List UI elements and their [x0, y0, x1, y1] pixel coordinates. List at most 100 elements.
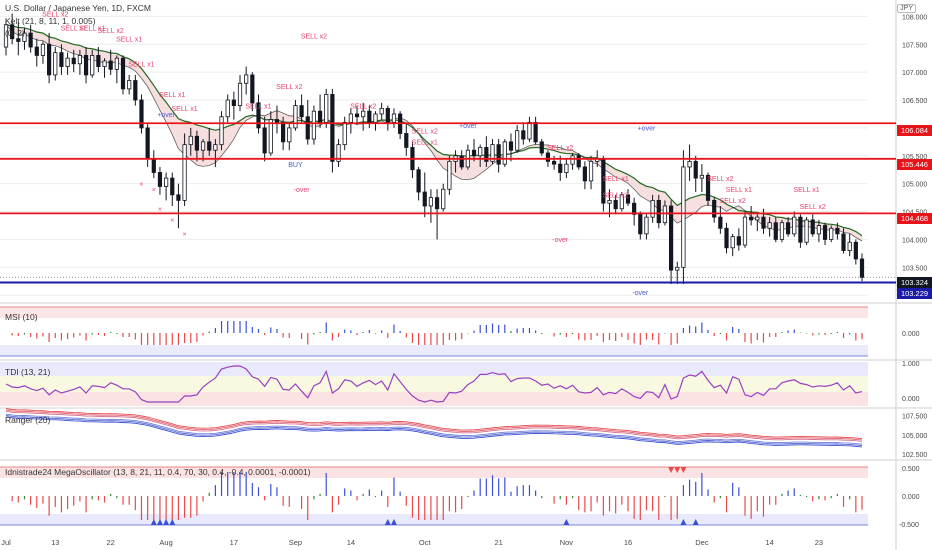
candle-body — [391, 113, 397, 123]
candle-body — [829, 227, 834, 240]
symbol-title: U.S. Dollar / Japanese Yen, 1D, FXCM — [5, 3, 151, 13]
candle-body — [767, 222, 772, 229]
candle-body — [200, 141, 206, 151]
candle-body — [157, 172, 163, 187]
x-tick-label: 17 — [230, 538, 238, 547]
candle-body — [662, 205, 668, 224]
signal-label: -over — [632, 290, 649, 297]
candle-body — [367, 110, 372, 123]
candle-body — [816, 225, 821, 235]
mega-buy-triangle-icon — [156, 519, 163, 525]
signal-label: SELL x1 — [726, 187, 752, 194]
ranger-label-105: 105.000 — [902, 433, 927, 440]
candle-body — [650, 200, 655, 218]
candle-body — [841, 233, 846, 251]
signal-label: +over — [157, 112, 175, 119]
candle-body — [558, 163, 563, 173]
candle-body — [718, 216, 723, 229]
candle-body — [268, 119, 273, 154]
mega-sell-triangle-icon — [668, 467, 675, 473]
mega-buy-triangle-icon — [384, 519, 391, 525]
candle-body — [588, 160, 594, 182]
candle-body — [59, 52, 64, 67]
candle-body — [699, 174, 704, 179]
sell-cross-icon: × — [139, 181, 143, 188]
msi-title: MSI (10) — [5, 312, 38, 322]
mega-label-down: -0.500 — [899, 522, 919, 529]
candle-body — [16, 38, 21, 42]
sell-cross-icon: × — [170, 218, 174, 225]
candle-body — [151, 158, 156, 173]
candle-body — [71, 57, 76, 65]
x-tick-label: Sep — [289, 538, 302, 547]
x-tick-label: 23 — [815, 538, 823, 547]
candle-body — [582, 166, 587, 182]
candle-body — [225, 99, 230, 118]
sell-cross-icon: × — [158, 207, 162, 214]
ranger-line — [5, 410, 863, 442]
candle-body — [416, 169, 421, 193]
candle-body — [336, 144, 341, 162]
candle-body — [299, 105, 304, 118]
candle-body — [176, 194, 181, 201]
candle-body — [835, 227, 840, 235]
x-tick-label: 16 — [624, 538, 632, 547]
x-tick-label: 22 — [107, 538, 115, 547]
currency-badge[interactable]: JPY — [897, 4, 916, 13]
candle-body — [705, 174, 711, 201]
x-tick-label: 13 — [51, 538, 59, 547]
candle-body — [182, 144, 187, 201]
candle-body — [761, 216, 766, 229]
signal-label: SELL x2 — [42, 11, 68, 18]
mega-upper-band — [0, 467, 868, 478]
candle-body — [219, 116, 224, 146]
candle-body — [281, 121, 286, 143]
candle-body — [28, 32, 33, 48]
x-tick-label: 14 — [347, 538, 355, 547]
x-tick-label: 14 — [765, 538, 773, 547]
signal-label: SELL x1 — [603, 176, 629, 183]
candle-body — [755, 216, 760, 221]
signal-label: -over — [294, 187, 311, 194]
y-axis: 108.000107.500107.000106.500106.000105.5… — [902, 14, 927, 272]
tdi-lower-zone — [0, 392, 868, 406]
ranger-line — [5, 413, 863, 445]
mega-buy-triangle-icon — [169, 519, 176, 525]
mega-label-up: 0.500 — [902, 466, 920, 473]
msi-lower-band — [0, 345, 868, 356]
signal-label: BUY — [288, 162, 303, 169]
candle-body — [262, 127, 267, 154]
candle-body — [619, 194, 624, 210]
ranger-line — [5, 416, 863, 448]
candle-body — [613, 200, 618, 210]
msi-upper-band — [0, 307, 868, 318]
signal-label: SELL x1 — [412, 140, 438, 147]
candle-body — [551, 160, 557, 165]
signal-label: SELL x2 — [276, 84, 302, 91]
candle-body — [256, 102, 261, 129]
candle-body — [145, 127, 150, 159]
mega-oscillator-title: Idnistrade24 MegaOscillator (13, 8, 21, … — [5, 467, 311, 477]
candle-body — [607, 200, 612, 204]
tdi-pane: 1.000 0.000 — [0, 361, 920, 406]
ema-line — [5, 24, 863, 237]
candle-body — [786, 222, 791, 235]
candle-body — [96, 55, 101, 67]
sell-cross-icon: × — [183, 232, 187, 239]
candle-body — [859, 258, 865, 278]
ranger-line — [5, 415, 863, 446]
signal-label: SELL x1 — [171, 106, 197, 113]
candle-body — [10, 24, 15, 40]
ranger-label-1075: 107.500 — [902, 413, 927, 420]
tdi-upper-zone — [0, 362, 868, 376]
x-tick-label: Dec — [695, 538, 709, 547]
candle-body — [428, 197, 434, 207]
candle-body — [40, 43, 46, 56]
candle-body — [564, 163, 569, 173]
candle-body — [207, 141, 212, 151]
signal-label: SELL x1 — [793, 187, 819, 194]
price-tag-104: 104.468 — [897, 213, 932, 224]
keltner-cloud — [5, 24, 863, 242]
candle-body — [65, 57, 70, 67]
